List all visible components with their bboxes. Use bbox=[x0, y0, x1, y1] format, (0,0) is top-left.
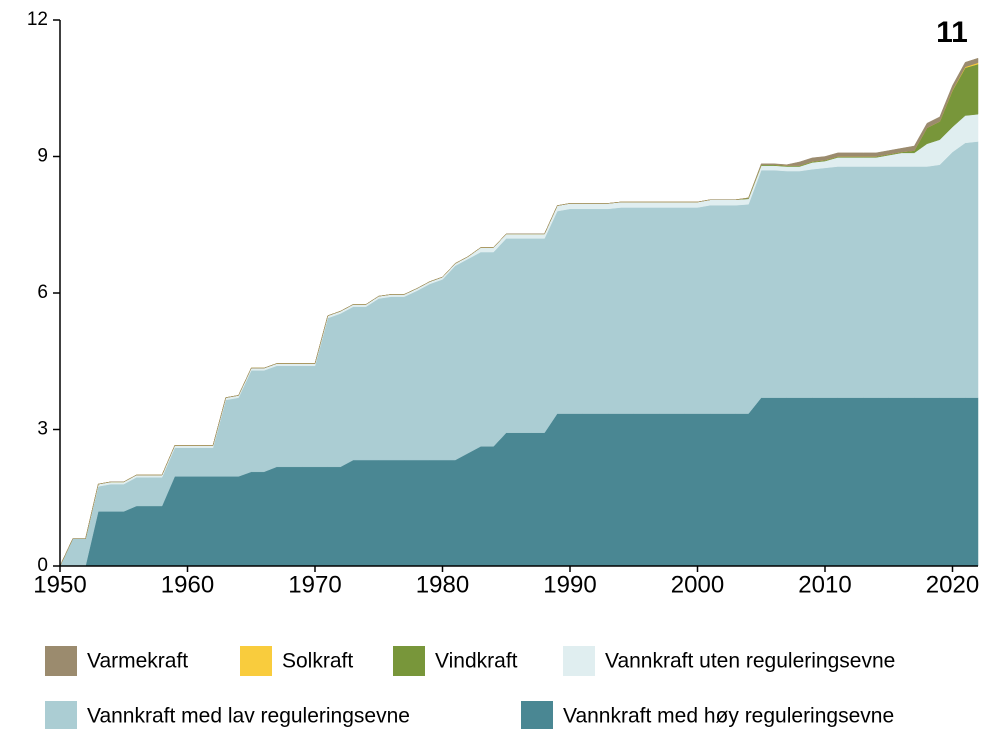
area bbox=[59, 57, 979, 567]
legend-swatch bbox=[45, 646, 77, 676]
x-tick-label: 2000 bbox=[671, 571, 724, 598]
y-tick-label: 6 bbox=[37, 282, 48, 303]
y-tick-label: 9 bbox=[37, 146, 48, 167]
legend-label: Vannkraft med lav reguleringsevne bbox=[87, 705, 410, 728]
legend-label: Vindkraft bbox=[435, 650, 518, 673]
total-annotation: 11 bbox=[936, 16, 968, 49]
x-tick-label: 2020 bbox=[926, 571, 979, 598]
x-tick-label: 2010 bbox=[798, 571, 851, 598]
x-tick-label: 1950 bbox=[33, 571, 86, 598]
legend-label: Varmekraft bbox=[87, 650, 188, 673]
y-tick-label: 0 bbox=[37, 555, 48, 576]
x-tick-label: 1960 bbox=[161, 571, 214, 598]
y-tick-label: 3 bbox=[37, 419, 48, 440]
legend-swatch bbox=[521, 701, 553, 729]
x-tick-label: 1970 bbox=[288, 571, 341, 598]
legend-label: Solkraft bbox=[282, 650, 353, 673]
legend-swatch bbox=[240, 646, 272, 676]
legend-swatch bbox=[393, 646, 425, 676]
legend-swatch bbox=[45, 701, 77, 729]
legend: Varmekraft Solkraft Vindkraft Vannkraft ute… bbox=[45, 646, 895, 729]
areas bbox=[59, 57, 979, 567]
legend-label: Vannkraft med høy reguleringsevne bbox=[563, 705, 894, 728]
y-tick-label: 12 bbox=[27, 9, 48, 30]
legend-swatch bbox=[563, 646, 595, 676]
legend-label: Vannkraft uten reguleringsevne bbox=[605, 650, 895, 673]
x-tick-label: 1990 bbox=[543, 571, 596, 598]
x-tick-label: 1980 bbox=[416, 571, 469, 598]
axes: 0 3 6 9 12 1950 1960 1970 1980 1990 2000 2010 2020 bbox=[27, 9, 979, 598]
